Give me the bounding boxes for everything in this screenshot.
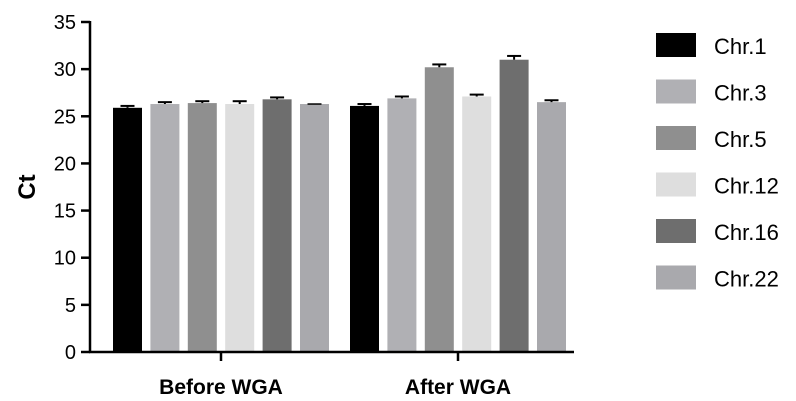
legend-label: Chr.1 xyxy=(714,34,767,59)
y-tick-label: 20 xyxy=(54,153,76,175)
y-tick-label: 10 xyxy=(54,248,76,270)
bar-chr5-before xyxy=(187,103,217,352)
x-category-label: Before WGA xyxy=(159,376,283,396)
bar-chr16-before xyxy=(262,99,292,352)
y-tick-label: 0 xyxy=(65,342,76,364)
bar-chr1-after xyxy=(350,105,379,353)
bar-chr5-after xyxy=(424,67,454,352)
legend-label: Chr.16 xyxy=(714,220,779,245)
legend-swatch-chr5 xyxy=(656,126,696,150)
legend-swatch-chr22 xyxy=(656,265,696,290)
y-tick-label: 15 xyxy=(54,201,76,223)
bar-chr12-before xyxy=(225,104,255,353)
legend-label: Chr.12 xyxy=(714,174,779,199)
bar-chr3-before xyxy=(150,104,180,353)
bar-chr3-after xyxy=(387,98,417,352)
bar-chr16-after xyxy=(499,59,529,352)
legend-swatch-chr12 xyxy=(656,172,696,197)
y-ticks-group: 0 5 10 15 20 25 30 35 xyxy=(54,12,90,364)
y-axis-title: Ct xyxy=(14,174,41,199)
error-bars-group xyxy=(120,54,559,108)
y-tick-label: 30 xyxy=(54,59,76,81)
bar-chr22-before xyxy=(300,104,329,353)
legend-label: Chr.5 xyxy=(714,127,767,152)
legend-swatch-chr3 xyxy=(656,79,696,104)
x-category-label: After WGA xyxy=(405,376,511,396)
x-ticks-group: Before WGA After WGA xyxy=(159,352,511,399)
legend-swatch-chr1 xyxy=(656,33,696,57)
legend-label: Chr.22 xyxy=(714,267,779,292)
legend: Chr.1 Chr.3 Chr.5 Chr.12 Chr.16 Chr.22 xyxy=(656,33,779,292)
y-tick-label: 5 xyxy=(65,295,76,317)
axes-group xyxy=(88,21,574,354)
bar-chr12-after xyxy=(462,96,492,352)
bars-group xyxy=(113,59,566,353)
legend-swatch-chr16 xyxy=(656,219,696,243)
y-tick-label: 35 xyxy=(54,12,76,34)
bar-chr1-before xyxy=(113,107,142,352)
legend-label: Chr.3 xyxy=(714,81,767,106)
bar-chr22-after xyxy=(537,102,566,353)
y-tick-label: 25 xyxy=(54,106,76,128)
